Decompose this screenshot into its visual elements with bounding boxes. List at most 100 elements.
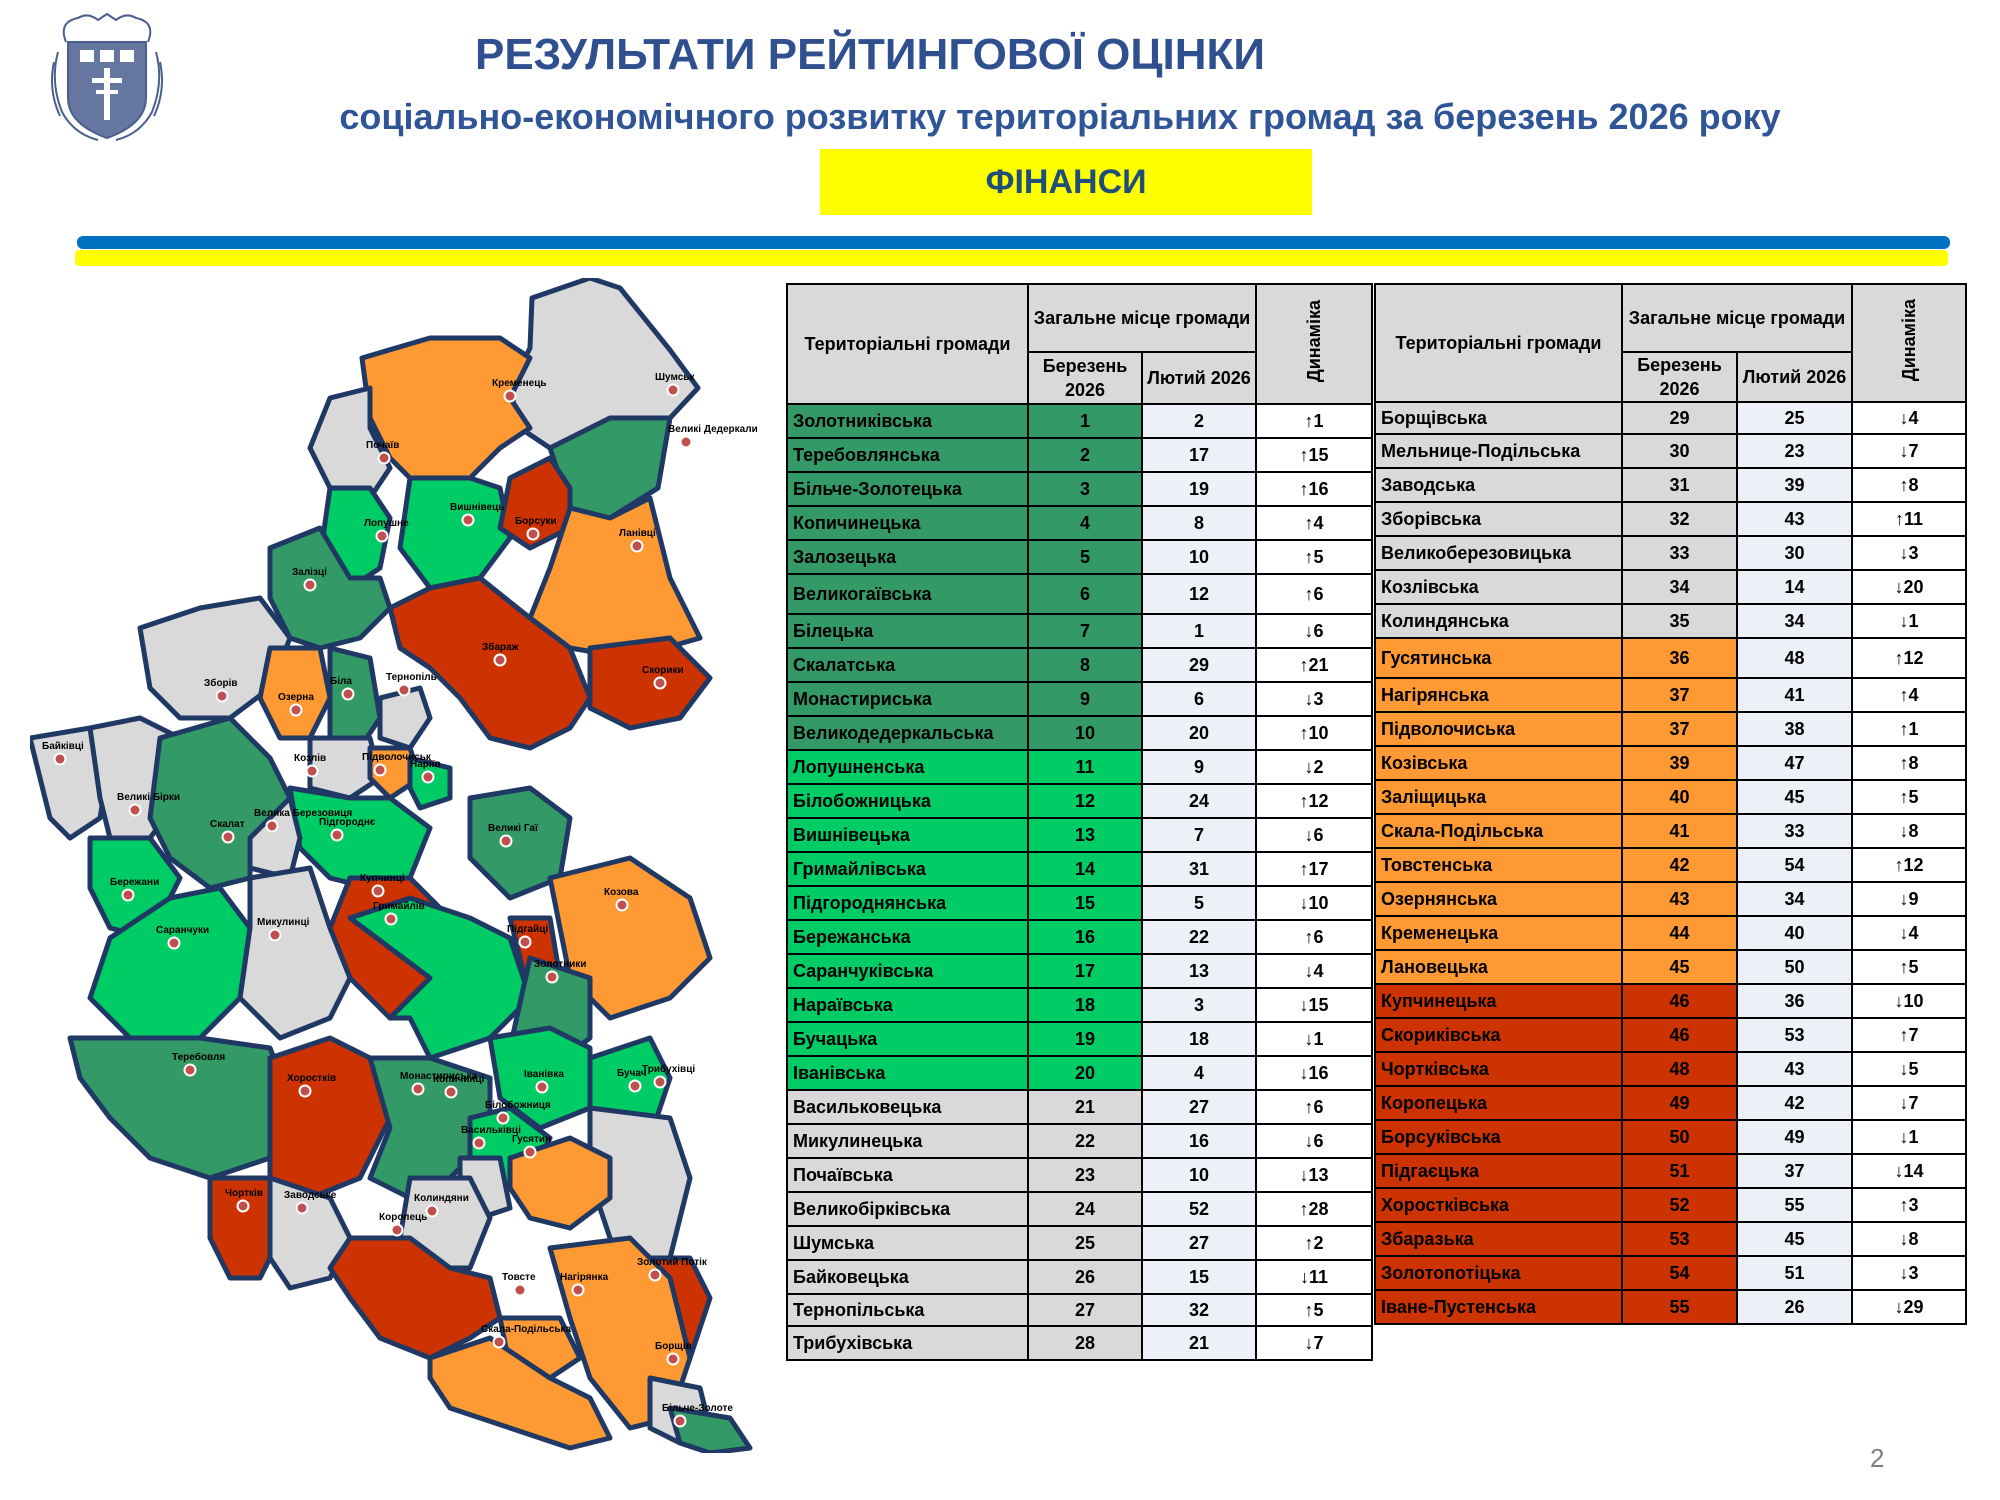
community-name-cell: Білецька	[786, 613, 1029, 649]
map-town-marker	[535, 1080, 549, 1094]
february-place-cell: 12	[1140, 573, 1258, 615]
flag-stripe-yellow	[75, 250, 1948, 266]
community-name-cell: Мельнице-Подільська	[1374, 433, 1623, 469]
march-place-cell: 14	[1027, 851, 1143, 887]
map-community-shape	[267, 1175, 353, 1291]
march-place-cell: 18	[1027, 987, 1143, 1023]
map-town-marker	[411, 1082, 425, 1096]
march-place-cell: 55	[1621, 1289, 1738, 1325]
march-place-cell: 41	[1621, 813, 1738, 849]
table-row: Колиндянська 35 34 ↓1	[1374, 603, 1968, 639]
dynamics-cell: ↑5	[1851, 949, 1968, 985]
table-row: Вишнівецька 13 7 ↓6	[786, 817, 1374, 853]
map-town-label: Біла	[330, 676, 352, 687]
table-row: Заводська 31 39 ↑8	[1374, 467, 1968, 503]
map-town-marker	[183, 1063, 197, 1077]
map-town-label: Підгайці	[507, 924, 548, 935]
dynamics-cell: ↓7	[1851, 433, 1968, 469]
map-town-label: Скалат	[210, 819, 245, 830]
map-town-label: Васильківці	[461, 1125, 521, 1136]
february-place-cell: 20	[1140, 715, 1258, 751]
table-row: Борсуківська 50 49 ↓1	[1374, 1119, 1968, 1155]
february-place-cell: 27	[1140, 1089, 1258, 1125]
header-overall-place: Загальне місце громади	[1620, 283, 1854, 353]
dynamics-cell: ↑10	[1255, 715, 1374, 751]
table-row: Бучацька 19 18 ↓1	[786, 1021, 1374, 1057]
march-place-cell: 42	[1621, 847, 1738, 883]
table-row: Монастириська 9 6 ↓3	[786, 681, 1374, 717]
map-town-label: Чортків	[225, 1188, 263, 1199]
dynamics-cell: ↓8	[1851, 813, 1968, 849]
community-name-cell: Гримайлівська	[786, 851, 1029, 887]
map-town-label: Підгороднє	[319, 817, 376, 828]
dynamics-cell: ↑5	[1851, 779, 1968, 815]
february-place-cell: 6	[1140, 681, 1258, 717]
march-place-cell: 54	[1621, 1255, 1738, 1291]
map-town-marker	[289, 703, 303, 717]
february-place-cell: 1	[1140, 613, 1258, 649]
dynamics-cell: ↓3	[1851, 1255, 1968, 1291]
community-name-cell: Байковецька	[786, 1259, 1029, 1295]
map-town-marker	[221, 830, 235, 844]
table-row: Чортківська 48 43 ↓5	[1374, 1051, 1968, 1087]
march-place-cell: 3	[1027, 471, 1143, 507]
february-place-cell: 8	[1140, 505, 1258, 541]
dynamics-cell: ↑8	[1851, 745, 1968, 781]
march-place-cell: 29	[1621, 401, 1738, 435]
community-name-cell: Товстенська	[1374, 847, 1623, 883]
table-row: Мельнице-Подільська 30 23 ↓7	[1374, 433, 1968, 469]
dynamics-cell: ↑8	[1851, 467, 1968, 503]
community-name-cell: Заліщицька	[1374, 779, 1623, 815]
map-town-marker	[499, 834, 513, 848]
february-place-cell: 9	[1140, 749, 1258, 785]
dynamics-cell: ↑3	[1851, 1187, 1968, 1223]
march-place-cell: 5	[1027, 539, 1143, 575]
map-town-marker	[215, 689, 229, 703]
march-place-cell: 11	[1027, 749, 1143, 785]
table-row: Гусятинська 36 48 ↑12	[1374, 637, 1968, 679]
map-town-label: Велика Березовиця	[254, 808, 352, 819]
dynamics-cell: ↓7	[1851, 1085, 1968, 1121]
february-place-cell: 53	[1735, 1017, 1854, 1053]
dynamics-cell: ↑2	[1255, 1225, 1374, 1261]
table-row: Хоростківська 52 55 ↑3	[1374, 1187, 1968, 1223]
march-place-cell: 43	[1621, 881, 1738, 917]
dynamics-cell: ↑4	[1851, 677, 1968, 713]
map-community-shape	[507, 1135, 613, 1231]
march-place-cell: 32	[1621, 501, 1738, 537]
map-town-marker	[384, 912, 398, 926]
map-community-shape	[267, 525, 393, 651]
february-place-cell: 39	[1735, 467, 1854, 503]
community-name-cell: Микулинецька	[786, 1123, 1029, 1159]
table-row: Білецька 7 1 ↓6	[786, 613, 1374, 649]
map-community-shape	[307, 735, 383, 801]
february-place-cell: 50	[1735, 949, 1854, 985]
map-town-marker	[503, 389, 517, 403]
map-community-shape	[147, 715, 293, 891]
community-name-cell: Почаївська	[786, 1157, 1029, 1193]
dynamics-cell: ↓4	[1851, 401, 1968, 435]
header-february: Лютий 2026	[1140, 351, 1258, 405]
february-place-cell: 16	[1140, 1123, 1258, 1159]
table-row: Трибухівська 28 21 ↓7	[786, 1325, 1374, 1361]
map-town-marker	[628, 1079, 642, 1093]
march-place-cell: 37	[1621, 711, 1738, 747]
february-place-cell: 10	[1140, 539, 1258, 575]
dynamics-cell: ↑4	[1255, 505, 1374, 541]
february-place-cell: 45	[1735, 1221, 1854, 1257]
dynamics-cell: ↓4	[1255, 953, 1374, 989]
map-town-marker	[265, 819, 279, 833]
dynamics-cell: ↓6	[1255, 1123, 1374, 1159]
map-town-label: Білобожниця	[485, 1099, 551, 1111]
map-town-marker	[421, 770, 435, 784]
table-row: Нагірянська 37 41 ↑4	[1374, 677, 1968, 713]
map-town-marker	[492, 1335, 506, 1349]
community-name-cell: Підгороднянська	[786, 885, 1029, 921]
community-name-cell: Борсуківська	[1374, 1119, 1623, 1155]
community-name-cell: Трибухівська	[786, 1325, 1029, 1361]
map-town-label: Микулинці	[257, 917, 310, 928]
map-town-marker	[513, 1283, 527, 1297]
community-name-cell: Лопушненська	[786, 749, 1029, 785]
map-community-shape	[327, 645, 383, 751]
dynamics-cell: ↓13	[1255, 1157, 1374, 1193]
